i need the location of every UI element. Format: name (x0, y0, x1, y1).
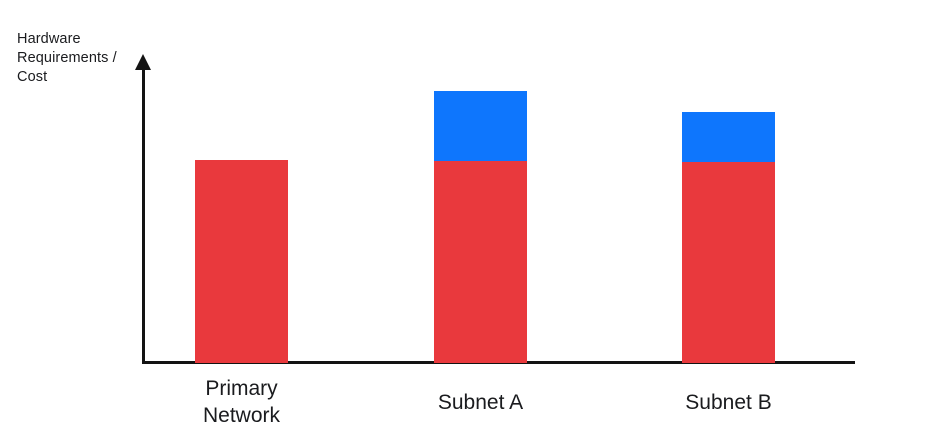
bar-primary-network (195, 160, 288, 363)
category-label-subnet-a: Subnet A (437, 390, 524, 414)
bar-segment-red (434, 161, 527, 363)
bar-segment-blue (682, 112, 775, 162)
bar-segment-red (682, 162, 775, 363)
bar-subnet-a (434, 91, 527, 363)
y-axis-line (142, 64, 145, 364)
bar-segment-red (195, 160, 288, 363)
y-axis-label: Hardware Requirements / Cost (17, 31, 117, 85)
category-label-primary-network: Primary Network (202, 377, 281, 427)
y-axis-arrow-icon (135, 54, 151, 70)
bar-segment-blue (434, 91, 527, 161)
bar-subnet-b (682, 112, 775, 363)
category-label-subnet-b: Subnet B (685, 390, 772, 414)
